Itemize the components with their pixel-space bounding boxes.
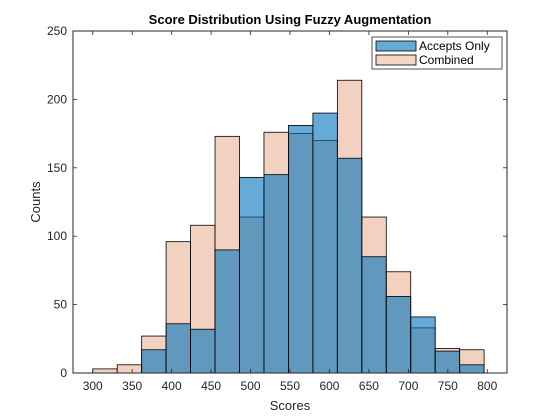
y-tick-label-200: 200 [47,92,67,106]
x-tick-label-400: 400 [162,379,182,393]
bar-accepts-only-2 [141,349,167,374]
y-tick-label-50: 50 [54,298,68,312]
legend-label-accepts-only: Accepts Only [419,39,490,53]
legend-swatch-combined [375,54,417,66]
y-tick-label-250: 250 [47,24,67,38]
x-axis-label: Scores [270,398,311,413]
x-tick-label-750: 750 [438,379,458,393]
y-tick-label-150: 150 [47,161,67,175]
x-tick-label-500: 500 [241,379,261,393]
bar-accepts-only-13 [410,316,436,374]
x-tick-label-350: 350 [122,379,142,393]
y-tick-label-0: 0 [60,366,67,380]
chart-title: Score Distribution Using Fuzzy Augmentat… [149,12,432,27]
x-tick-label-300: 300 [83,379,103,393]
bar-accepts-only-6 [239,176,265,374]
bar-accepts-only-7 [263,174,289,374]
bar-combined-0 [92,368,118,374]
bar-accepts-only-5 [214,249,240,374]
bar-accepts-only-15 [459,364,485,374]
bar-accepts-only-8 [288,124,314,374]
legend-label-combined: Combined [419,53,474,67]
y-axis: 0 50 100 150 200 250 [47,24,507,380]
bar-accepts-only-12 [385,295,412,374]
y-axis-label: Counts [28,181,43,223]
bar-combined-1 [116,364,143,374]
x-tick-label-650: 650 [359,379,379,393]
x-tick-label-600: 600 [319,379,339,393]
legend-swatch-accepts-only [375,40,417,52]
legend: Accepts Only Combined [371,36,503,70]
x-axis: 300 350 400 450 500 550 600 650 700 750 800 [83,31,498,393]
x-tick-label-800: 800 [477,379,497,393]
bar-accepts-only-10 [336,157,363,374]
bar-accepts-only-9 [312,112,338,374]
accepts-only-bars [141,112,485,374]
y-tick-label-100: 100 [47,229,67,243]
bar-accepts-only-4 [190,328,216,374]
x-tick-label-700: 700 [398,379,418,393]
x-tick-label-450: 450 [201,379,221,393]
bar-accepts-only-11 [361,256,387,374]
bar-accepts-only-3 [165,323,191,374]
x-tick-label-550: 550 [280,379,300,393]
